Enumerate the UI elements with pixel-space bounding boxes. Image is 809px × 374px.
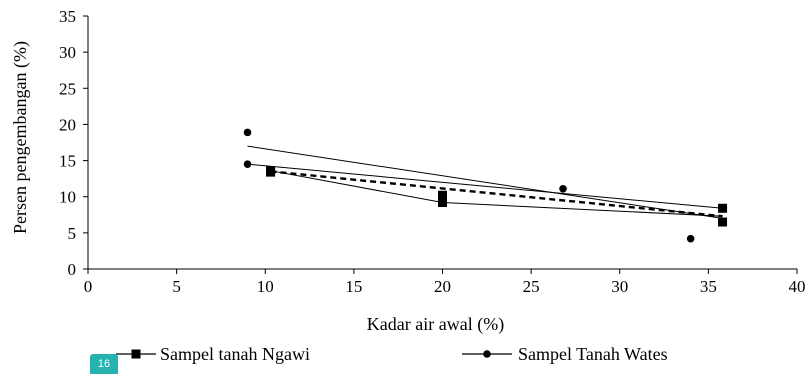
trendline-sampel-tanah-ngawi [270,170,723,218]
trendline-sampel-tanah-wates [247,145,723,219]
y-tick-label: 25 [59,79,76,98]
data-point-sampel-tanah-wates [559,184,567,193]
y-tick-label: 20 [59,115,76,134]
y-axis-title: Persen pengembangan (%) [10,41,31,234]
x-tick-label: 0 [84,277,93,296]
y-tick-label: 15 [59,152,76,171]
data-point-sampel-tanah-ngawi [718,203,728,213]
plot-area [243,128,728,243]
data-point-sampel-tanah-ngawi [438,190,447,200]
legend-label-sampel-tanah-ngawi: Sampel tanah Ngawi [160,344,310,364]
data-point-sampel-tanah-wates [243,160,252,168]
legend-marker-sampel-tanah-ngawi [131,349,141,359]
data-point-sampel-tanah-ngawi [266,166,276,176]
data-point-sampel-tanah-wates [686,234,695,243]
connector-line [270,170,723,217]
y-tick-label: 5 [68,224,77,243]
legend-label-sampel-tanah-wates: Sampel Tanah Wates [518,344,668,364]
data-point-sampel-tanah-wates [243,128,252,137]
connector-line [247,163,723,209]
x-tick-label: 15 [345,277,362,296]
y-tick-label: 30 [59,43,76,62]
y-tick-label: 10 [59,188,76,207]
y-tick-label: 0 [68,260,77,279]
legend-marker-sampel-tanah-wates [483,350,491,358]
x-tick-label: 5 [172,277,181,296]
x-tick-label: 20 [434,277,451,296]
x-tick-label: 30 [611,277,628,296]
axes: 0 5 10 15 20 25 30 35 40 0 5 10 15 20 25 30 35 Kadar air … [10,7,806,335]
x-tick-label: 40 [789,277,806,296]
x-tick-label: 10 [257,277,274,296]
data-point-sampel-tanah-ngawi [438,197,447,207]
x-tick-label: 35 [700,277,717,296]
x-tick-label: 25 [523,277,540,296]
data-point-sampel-tanah-ngawi [718,217,728,227]
legend: Sampel tanah Ngawi Sampel Tanah Wates [116,344,668,364]
x-axis-title: Kadar air awal (%) [367,314,504,335]
page-number-badge: 16 [90,354,118,374]
y-tick-label: 35 [59,7,76,26]
